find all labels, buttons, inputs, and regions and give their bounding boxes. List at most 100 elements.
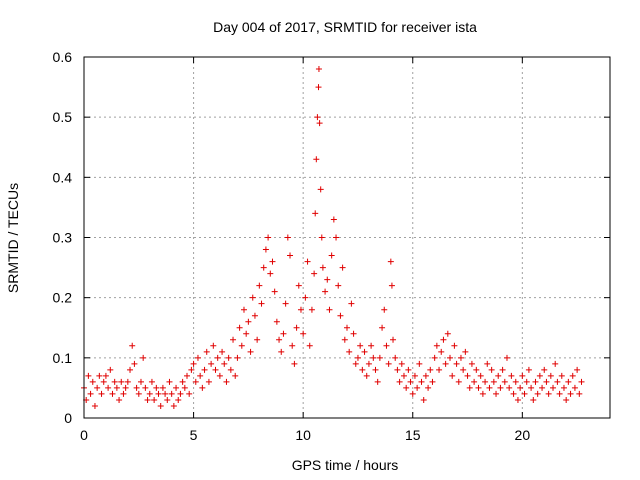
data-point [475, 384, 482, 391]
data-point [102, 372, 109, 379]
data-point [429, 378, 436, 385]
data-point [464, 372, 471, 379]
data-point [335, 282, 342, 289]
data-point [455, 378, 462, 385]
data-point [105, 384, 112, 391]
x-tick-label: 15 [405, 427, 421, 443]
data-point [471, 378, 478, 385]
data-point [322, 288, 329, 295]
data-point [468, 360, 475, 367]
data-point [451, 342, 458, 349]
data-point [168, 390, 175, 397]
data-point [324, 276, 331, 283]
data-point [278, 348, 285, 355]
data-point [225, 354, 232, 361]
data-point [300, 330, 307, 337]
data-point [444, 330, 451, 337]
data-point [282, 300, 289, 307]
data-point [337, 312, 344, 319]
data-point [352, 360, 359, 367]
data-point [486, 384, 493, 391]
data-point [98, 390, 105, 397]
tick-layer: 0 5 10 15 20 0 0.1 0.2 0.3 0.4 0.5 0.6 [53, 49, 610, 443]
data-point [166, 378, 173, 385]
data-point [173, 384, 180, 391]
data-point [433, 342, 440, 349]
data-point [563, 396, 570, 403]
data-point [214, 354, 221, 361]
data-point [521, 390, 528, 397]
data-point [484, 360, 491, 367]
data-point [199, 384, 206, 391]
y-tick-label: 0.1 [53, 350, 73, 366]
data-point [116, 396, 123, 403]
data-point [372, 366, 379, 373]
data-point [422, 372, 429, 379]
data-point [221, 360, 228, 367]
data-point [388, 282, 395, 289]
data-point [368, 342, 375, 349]
data-point [306, 342, 313, 349]
data-point [387, 258, 394, 265]
data-point [197, 372, 204, 379]
data-point [107, 366, 114, 373]
data-point [554, 378, 561, 385]
data-point [317, 186, 324, 193]
data-point [267, 270, 274, 277]
data-point [517, 384, 524, 391]
data-point [400, 372, 407, 379]
y-tick-label: 0.3 [53, 230, 73, 246]
data-point [381, 306, 388, 313]
data-point [89, 378, 96, 385]
data-point [501, 378, 508, 385]
data-point [411, 372, 418, 379]
data-point [396, 378, 403, 385]
data-point [574, 366, 581, 373]
data-point [269, 258, 276, 265]
data-point [560, 384, 567, 391]
data-point [357, 342, 364, 349]
data-point [170, 402, 177, 409]
data-point [284, 234, 291, 241]
data-point [151, 396, 158, 403]
data-point [512, 378, 519, 385]
data-point [271, 288, 278, 295]
data-point [479, 390, 486, 397]
data-point [238, 342, 245, 349]
data-point [514, 396, 521, 403]
data-point [528, 384, 535, 391]
data-point [510, 390, 517, 397]
data-point [490, 378, 497, 385]
data-point [359, 366, 366, 373]
data-point [344, 324, 350, 331]
data-point [315, 84, 322, 91]
data-point [203, 348, 210, 355]
y-tick-label: 0.5 [53, 109, 73, 125]
data-point [111, 378, 118, 385]
data-point [552, 360, 559, 367]
data-point [265, 234, 272, 241]
data-point [460, 366, 467, 373]
data-point [262, 246, 269, 253]
data-point [142, 384, 149, 391]
data-point [85, 372, 92, 379]
data-point [499, 366, 506, 373]
data-point [350, 330, 357, 337]
data-point [280, 330, 287, 337]
data-point [313, 156, 320, 163]
data-point [230, 336, 237, 343]
data-point [236, 324, 243, 331]
data-point [374, 378, 381, 385]
data-point [87, 390, 94, 397]
data-point [407, 378, 414, 385]
data-point [442, 360, 449, 367]
data-point [304, 258, 311, 265]
data-point [144, 396, 151, 403]
data-point [536, 372, 543, 379]
data-point [192, 378, 199, 385]
data-point [247, 348, 254, 355]
data-point [287, 252, 294, 259]
data-point [390, 336, 397, 343]
data-point [232, 372, 239, 379]
